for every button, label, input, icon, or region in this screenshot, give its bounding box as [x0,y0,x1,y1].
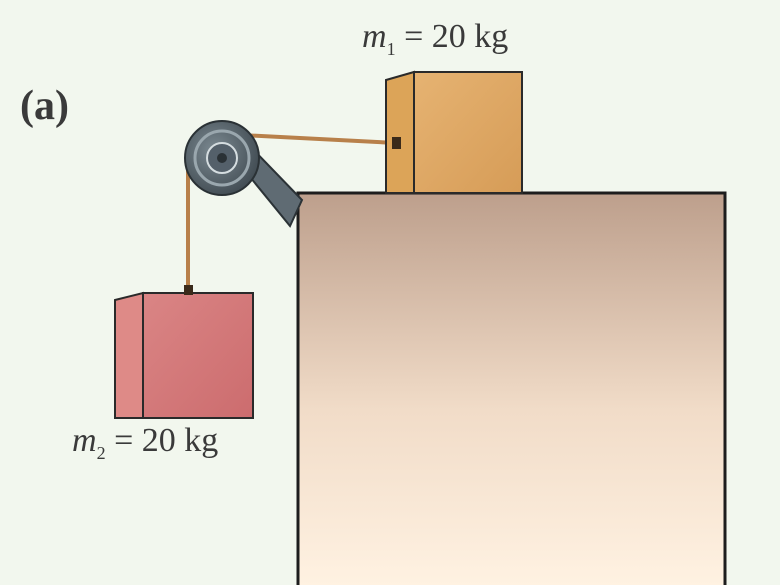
block-m2-front [142,292,254,419]
mass2-value: 20 kg [141,422,219,459]
mass2-label: m2 = 20 kg [72,422,218,464]
hook-m2 [184,285,193,295]
mass1-subscript: 1 [386,38,396,59]
block-m1 [385,70,523,194]
mass2-subscript: 2 [96,442,106,463]
mass1-value: 20 kg [431,18,509,55]
mass2-equals: = [105,422,142,459]
rope-attachment [392,137,401,149]
block-m2 [114,285,254,419]
table [296,191,727,585]
mass1-equals: = [395,18,432,55]
block-m2-side [114,291,144,419]
block-m1-front [413,71,523,194]
pulley-groove [193,129,251,187]
block-m1-side [385,70,415,194]
mass1-label: m1 = 20 kg [362,18,508,60]
panel-label: (a) [20,83,69,129]
table-body [298,193,725,585]
pulley-axle [217,153,227,163]
pulley [184,120,260,196]
mass1-symbol: m [362,18,387,55]
mass2-symbol: m [72,422,97,459]
